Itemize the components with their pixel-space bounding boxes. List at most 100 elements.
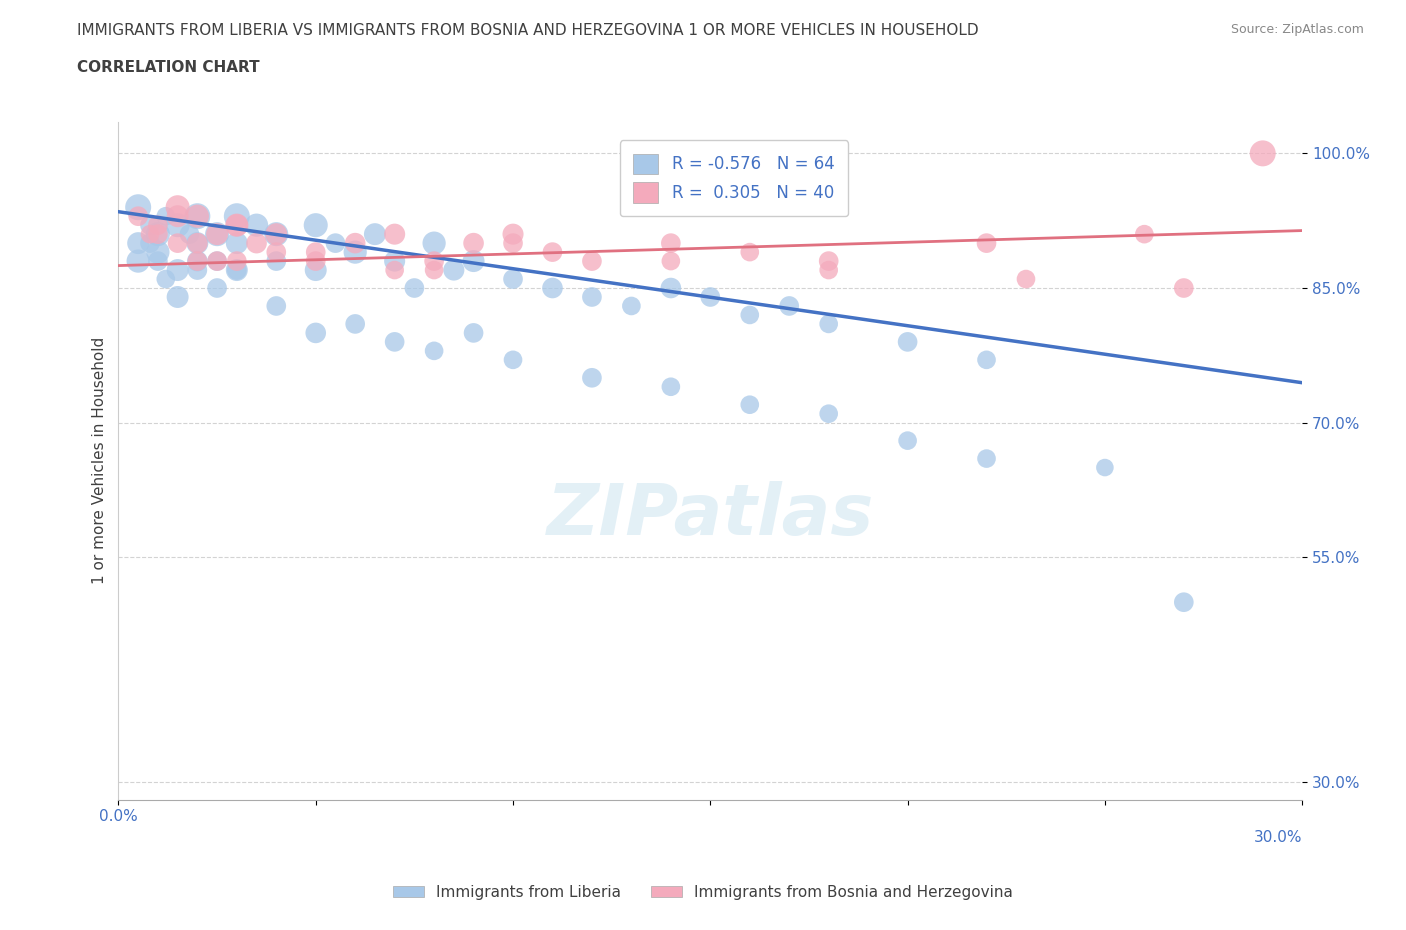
Point — [186, 254, 208, 269]
Point — [166, 218, 188, 232]
Point — [146, 245, 169, 259]
Point — [817, 316, 839, 331]
Point — [155, 272, 177, 286]
Point — [976, 352, 998, 367]
Point — [897, 433, 920, 448]
Point — [245, 218, 267, 232]
Point — [1251, 146, 1274, 161]
Point — [541, 281, 564, 296]
Point — [139, 227, 162, 242]
Point — [205, 227, 228, 242]
Point — [423, 343, 446, 358]
Text: ZIPatlas: ZIPatlas — [547, 481, 875, 550]
Point — [186, 235, 208, 250]
Point — [897, 335, 920, 350]
Point — [1173, 595, 1195, 610]
Point — [463, 326, 485, 340]
Point — [463, 254, 485, 269]
Point — [264, 227, 287, 242]
Point — [264, 254, 287, 269]
Point — [620, 299, 643, 313]
Point — [778, 299, 800, 313]
Point — [404, 281, 426, 296]
Text: CORRELATION CHART: CORRELATION CHART — [77, 60, 260, 75]
Point — [166, 200, 188, 215]
Point — [659, 235, 682, 250]
Point — [127, 254, 149, 269]
Point — [186, 254, 208, 269]
Point — [581, 254, 603, 269]
Point — [659, 379, 682, 394]
Point — [146, 227, 169, 242]
Point — [139, 218, 162, 232]
Point — [205, 254, 228, 269]
Point — [976, 235, 998, 250]
Point — [502, 272, 524, 286]
Point — [264, 299, 287, 313]
Point — [659, 254, 682, 269]
Point — [146, 254, 169, 269]
Point — [817, 406, 839, 421]
Point — [186, 208, 208, 223]
Point — [344, 245, 367, 259]
Point — [384, 335, 406, 350]
Point — [225, 218, 247, 232]
Point — [738, 397, 761, 412]
Point — [699, 289, 721, 304]
Point — [305, 326, 328, 340]
Point — [384, 227, 406, 242]
Point — [384, 262, 406, 277]
Point — [225, 262, 247, 277]
Point — [179, 227, 201, 242]
Point — [1133, 227, 1156, 242]
Point — [1173, 281, 1195, 296]
Point — [502, 235, 524, 250]
Point — [423, 262, 446, 277]
Point — [305, 245, 328, 259]
Point — [344, 235, 367, 250]
Point — [443, 262, 465, 277]
Point — [264, 227, 287, 242]
Point — [581, 289, 603, 304]
Point — [225, 254, 247, 269]
Point — [502, 352, 524, 367]
Point — [659, 281, 682, 296]
Point — [205, 227, 228, 242]
Point — [502, 227, 524, 242]
Point — [264, 245, 287, 259]
Point — [817, 262, 839, 277]
Point — [225, 208, 247, 223]
Point — [127, 200, 149, 215]
Point — [166, 262, 188, 277]
Point — [155, 208, 177, 223]
Point — [305, 218, 328, 232]
Point — [581, 370, 603, 385]
Point — [541, 245, 564, 259]
Point — [325, 235, 347, 250]
Point — [166, 208, 188, 223]
Point — [245, 235, 267, 250]
Text: 30.0%: 30.0% — [1254, 830, 1302, 845]
Point — [205, 281, 228, 296]
Point — [166, 235, 188, 250]
Point — [423, 235, 446, 250]
Point — [305, 254, 328, 269]
Point — [146, 218, 169, 232]
Point — [1094, 460, 1116, 475]
Point — [976, 451, 998, 466]
Point — [738, 245, 761, 259]
Point — [305, 262, 328, 277]
Point — [738, 308, 761, 323]
Point — [344, 316, 367, 331]
Point — [364, 227, 387, 242]
Point — [205, 254, 228, 269]
Point — [463, 235, 485, 250]
Legend: Immigrants from Liberia, Immigrants from Bosnia and Herzegovina: Immigrants from Liberia, Immigrants from… — [387, 879, 1019, 906]
Point — [186, 235, 208, 250]
Text: Source: ZipAtlas.com: Source: ZipAtlas.com — [1230, 23, 1364, 36]
Point — [127, 235, 149, 250]
Point — [423, 254, 446, 269]
Text: IMMIGRANTS FROM LIBERIA VS IMMIGRANTS FROM BOSNIA AND HERZEGOVINA 1 OR MORE VEHI: IMMIGRANTS FROM LIBERIA VS IMMIGRANTS FR… — [77, 23, 979, 38]
Point — [139, 235, 162, 250]
Point — [225, 218, 247, 232]
